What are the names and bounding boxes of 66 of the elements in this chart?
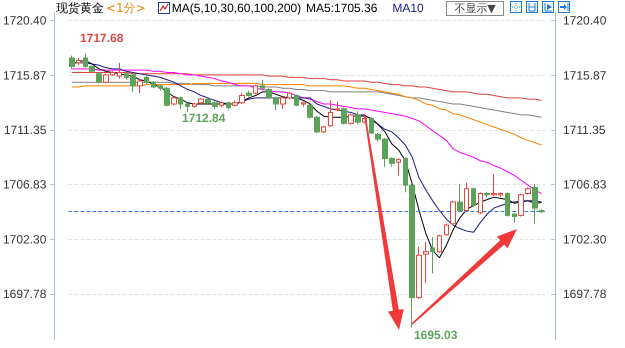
y-tick-label: 1706.83 <box>2 178 47 192</box>
candlestick <box>518 193 524 218</box>
candlestick <box>144 76 149 86</box>
candlestick <box>198 97 204 104</box>
candlestick <box>301 101 306 107</box>
annotation: MA(5,10,30,60,100,200) <box>172 0 302 16</box>
y-tick-label: 1697.78 <box>2 287 47 302</box>
y2-tick-label: 1697.78 <box>563 287 607 302</box>
candlestick <box>532 183 538 224</box>
candlestick <box>348 113 354 126</box>
y-tick-label: 1720.40 <box>2 13 47 28</box>
y2-tick-label: 1720.40 <box>563 13 607 28</box>
y2-tick-label: 1715.87 <box>563 68 607 82</box>
text: MA5:1705.36 <box>306 1 378 15</box>
candlestick <box>464 182 469 212</box>
candlestick <box>430 236 435 274</box>
candlestick <box>355 110 361 126</box>
candlestick <box>471 187 476 208</box>
annotation: 1712.84 <box>182 111 226 125</box>
candlestick <box>69 55 75 70</box>
candlestick <box>396 158 401 176</box>
y2-tick-label: 1706.83 <box>563 178 607 192</box>
chart-title: 现货黄金 <box>56 0 104 16</box>
candlestick <box>525 187 531 196</box>
candlestick <box>450 200 456 226</box>
annotation: 不显示▼ <box>446 1 504 16</box>
y2-tick-label: 1702.30 <box>563 232 607 247</box>
line-series <box>71 68 542 194</box>
text: MA10 <box>392 1 424 15</box>
candlestick <box>369 116 374 135</box>
candlestick <box>423 241 429 284</box>
candlestick <box>321 125 326 134</box>
candlestick <box>76 57 81 66</box>
candlestick <box>444 223 449 236</box>
candlestick <box>151 80 156 89</box>
y2-tick-label: 1711.35 <box>563 123 606 138</box>
candlestick <box>294 94 299 107</box>
candlestick <box>539 208 544 214</box>
y-tick-label: 1715.87 <box>2 68 47 82</box>
candlestick <box>416 246 422 300</box>
annotation: 1717.68 <box>80 31 124 45</box>
candlestick <box>192 102 197 108</box>
candlestick <box>185 102 190 112</box>
candlestick <box>96 72 102 84</box>
candlestick <box>178 96 183 110</box>
candlestick <box>137 78 143 94</box>
candlestick <box>484 192 490 198</box>
line-series <box>71 82 542 146</box>
candlestick <box>171 96 177 106</box>
candlestick <box>328 100 333 128</box>
candlestick <box>341 107 347 126</box>
candlestick <box>437 234 442 254</box>
y-tick-label: 1702.30 <box>2 232 47 247</box>
candlestick <box>457 183 463 212</box>
candlestick <box>253 84 258 95</box>
candlestick <box>478 192 483 215</box>
candlestick <box>335 101 340 112</box>
candlestick <box>226 101 231 110</box>
candlestick <box>246 90 252 98</box>
candlestick <box>260 79 265 92</box>
annotation: 1695.03 <box>414 328 458 342</box>
candlestick <box>505 192 510 218</box>
candlestick <box>512 212 517 224</box>
candlestick <box>219 101 224 108</box>
chart-subtitle: <1分> <box>106 0 146 16</box>
y-tick-label: 1711.35 <box>4 123 47 138</box>
